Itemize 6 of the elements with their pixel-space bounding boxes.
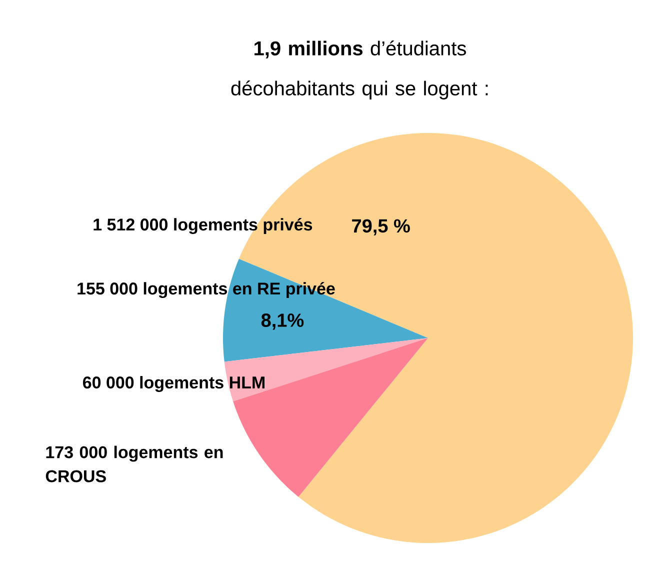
chart-title: 1,9 millions d’étudiants décohabitants qui se logent : — [231, 40, 488, 100]
slice-label: 1 512 000 logements privés — [94, 218, 312, 234]
slice-label: 173 000 logements en CROUS — [46, 446, 223, 482]
text: 79,5 % — [352, 219, 410, 236]
slice-label: 60 000 logements HLM — [82, 376, 264, 392]
text: 8,1% — [261, 313, 304, 330]
